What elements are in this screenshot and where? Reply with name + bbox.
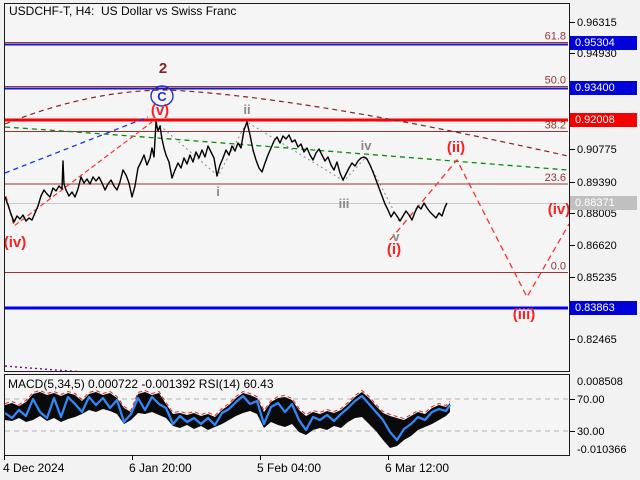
price-axis-label-0.88005: 0.88005	[577, 208, 617, 220]
ma-green-dashed	[5, 126, 569, 171]
wave-label-(iii): (iii)	[513, 306, 536, 323]
price-axis-tickmark	[570, 22, 575, 23]
time-axis-label-4 Dec 2024: 4 Dec 2024	[3, 461, 65, 475]
fib-label-0.0: 0.0	[551, 261, 566, 273]
price-axis-tickmark	[570, 277, 575, 278]
price-badge-0.83863: 0.83863	[570, 301, 637, 315]
wave-label-(ii): (ii)	[447, 139, 465, 156]
indicator-panel[interactable]	[4, 374, 570, 456]
wave-label-2: 2	[159, 60, 167, 77]
wave-path-left	[5, 121, 153, 228]
indicator-axis-label--0.010366: -0.010366	[577, 444, 627, 456]
time-axis-tickmark	[260, 455, 261, 460]
time-axis-tickmark	[4, 455, 5, 460]
indicator-axis-tickmark	[570, 399, 575, 400]
price-axis-label-0.96315: 0.96315	[577, 17, 617, 29]
price-axis-tickmark	[570, 213, 575, 214]
time-axis-label-5 Feb 04:00: 5 Feb 04:00	[257, 461, 322, 475]
fib-label-38.2: 38.2	[545, 120, 566, 132]
time-axis-tickmark	[132, 455, 133, 460]
fib-label-23.6: 23.6	[545, 172, 566, 184]
wave-label-v: v	[392, 229, 400, 244]
projection-red	[389, 158, 569, 299]
fib-label-61.8: 61.8	[545, 31, 566, 43]
wave-label-iii: iii	[339, 196, 350, 211]
price-series	[5, 121, 448, 223]
indicator-axis-label-70.00: 70.00	[577, 394, 605, 406]
indicator-values-label: MACD(5,34,5) 0.000722 -0.001392 RSI(14) …	[8, 377, 274, 391]
price-axis-label-0.82465: 0.82465	[577, 334, 617, 346]
price-axis-label-0.90775: 0.90775	[577, 144, 617, 156]
rsi-line	[5, 394, 451, 442]
fib-label-50.0: 50.0	[545, 75, 566, 87]
price-axis-tickmark	[570, 182, 575, 183]
macd-signal-dashed	[5, 389, 451, 420]
price-badge-0.92008: 0.92008	[570, 113, 637, 127]
trendline-maroon-dashed	[5, 89, 569, 157]
price-axis-tickmark	[570, 339, 575, 340]
wave-ellipse-C	[150, 85, 174, 107]
macd-area	[5, 392, 450, 448]
price-axis-label-0.89390: 0.89390	[577, 177, 617, 189]
wave-label-(i): (i)	[387, 241, 401, 258]
time-axis-label-6 Jan 20:00: 6 Jan 20:00	[129, 461, 192, 475]
indicator-canvas[interactable]	[5, 375, 569, 455]
price-axis-label-0.85235: 0.85235	[577, 272, 617, 284]
wave-label-i: i	[216, 184, 220, 199]
wave-label-(v): (v)	[151, 102, 169, 119]
price-badge-0.88371: 0.88371	[570, 196, 637, 210]
price-badge-0.95304: 0.95304	[570, 36, 637, 50]
price-axis-tickmark	[570, 245, 575, 246]
wave-label-iv: iv	[361, 138, 373, 153]
time-axis-tickmark	[388, 455, 389, 460]
price-axis-label-0.86620: 0.86620	[577, 240, 617, 252]
indicator-axis-label-30.00: 30.00	[577, 426, 605, 438]
main-chart-panel[interactable]: 61.8 50.0 38.2 23.6 0.0 (iv) 2 C (v) i ii iii iv v (i)…	[4, 3, 570, 372]
wave-label-(iv): (iv)	[5, 234, 26, 251]
indicator-axis-tickmark	[570, 431, 575, 432]
wave-label-(iv): (iv)	[548, 201, 569, 218]
main-chart-canvas[interactable]: 61.850.038.223.60.0(iv)2C(v)iiiiiiivv(i)…	[5, 4, 569, 371]
indicator-axis-label-0.008508: 0.008508	[577, 376, 623, 388]
price-badge-0.93400: 0.93400	[570, 81, 637, 95]
chart-title: USDCHF-T, H4: US Dollar vs Swiss Franc	[9, 4, 237, 18]
time-axis-label-6 Mar 12:00: 6 Mar 12:00	[385, 461, 450, 475]
price-axis-label-0.94930: 0.94930	[577, 48, 617, 60]
wave-label-ii: ii	[243, 102, 250, 117]
wave-label-C: C	[157, 89, 167, 104]
purple-dashed-clipped	[5, 365, 81, 371]
ma-blue-dashed	[5, 116, 149, 174]
price-axis-tickmark	[570, 53, 575, 54]
price-axis-tickmark	[570, 149, 575, 150]
